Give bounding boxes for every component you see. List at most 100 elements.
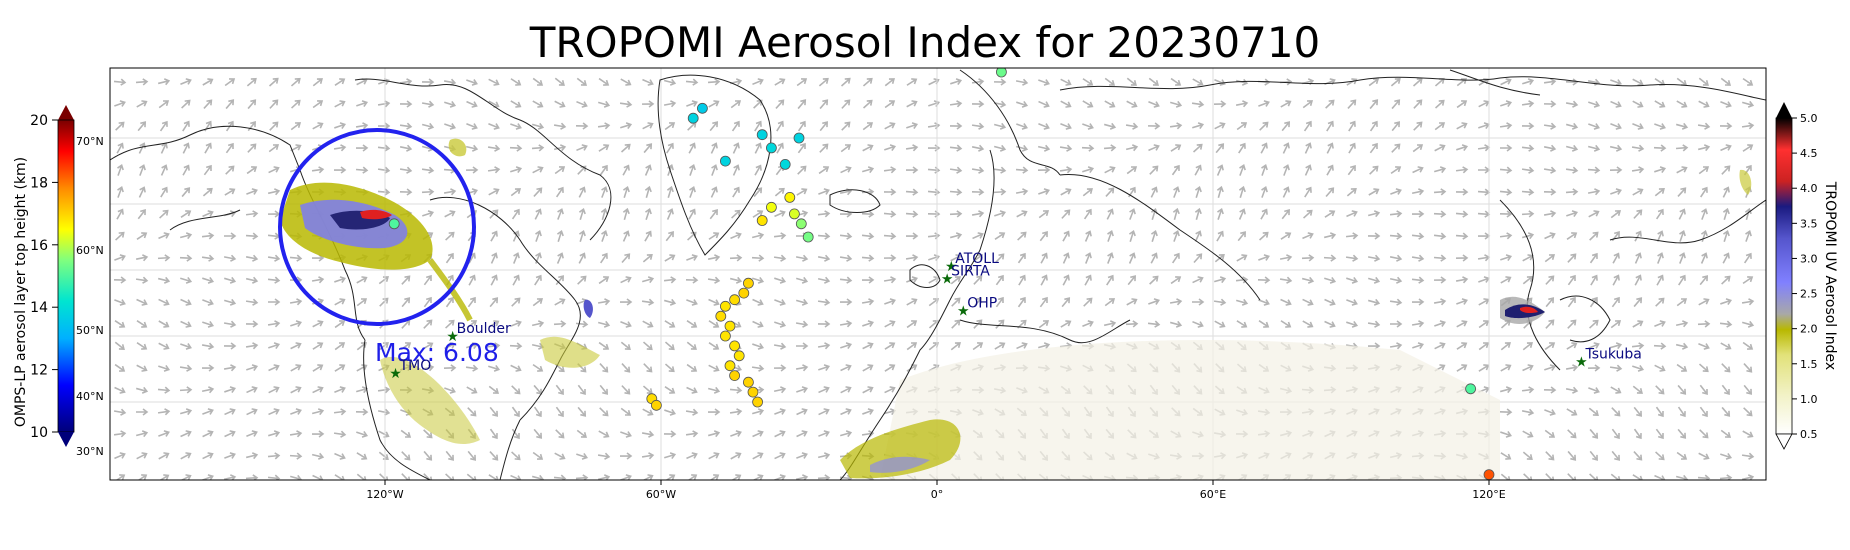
wind-arrow — [862, 364, 874, 372]
wind-arrow — [1346, 320, 1359, 328]
wind-arrow — [246, 188, 258, 195]
wind-arrow — [1654, 364, 1666, 372]
wind-arrow — [377, 386, 391, 394]
wind-arrow — [555, 275, 564, 286]
wind-arrow — [1499, 408, 1513, 416]
wind-arrow — [642, 78, 654, 86]
right-cb-tick-label: 1.0 — [1800, 393, 1818, 406]
wind-arrow — [1279, 254, 1293, 262]
wind-arrow — [312, 100, 324, 109]
wind-arrow — [642, 320, 654, 328]
wind-arrow — [1106, 208, 1114, 220]
wind-arrow — [356, 452, 368, 460]
coastlines — [110, 69, 1766, 480]
wind-arrow — [1389, 320, 1403, 328]
wind-arrow — [181, 187, 191, 198]
wind-arrow — [137, 121, 147, 132]
wind-arrow — [1345, 254, 1359, 262]
wind-arrow — [840, 408, 852, 416]
wind-arrow — [905, 188, 919, 196]
wind-arrow — [818, 166, 830, 175]
omps-point — [738, 287, 750, 299]
wind-arrow — [949, 232, 963, 240]
right-colorbar-extend-bottom — [1775, 433, 1793, 450]
wind-arrow — [1433, 276, 1447, 284]
wind-arrow — [334, 320, 346, 329]
aerosol-plume-canada — [280, 138, 473, 322]
wind-arrow — [795, 320, 809, 328]
wind-arrow — [1676, 166, 1688, 174]
wind-arrow — [114, 452, 126, 460]
omps-point — [1465, 383, 1476, 395]
wind-arrow — [555, 186, 564, 198]
wind-arrow — [861, 254, 875, 262]
wind-arrow — [1588, 100, 1601, 108]
station-label: Boulder — [457, 321, 511, 337]
wind-arrow — [1610, 342, 1623, 350]
wind-arrow — [664, 320, 676, 328]
wind-arrow — [817, 254, 831, 262]
wind-arrow — [1172, 207, 1180, 221]
wind-arrow — [753, 187, 763, 198]
wind-arrow — [1675, 122, 1689, 130]
wind-arrow — [1369, 120, 1378, 132]
wind-arrow — [862, 144, 874, 152]
omps-point — [793, 132, 805, 144]
wind-arrow — [796, 430, 808, 438]
wind-arrow — [664, 298, 677, 306]
wind-arrow — [1194, 185, 1202, 198]
wind-arrow — [1653, 144, 1667, 152]
max-annotation: Max: 6.08 — [375, 338, 499, 367]
wind-arrow — [1389, 342, 1403, 350]
wind-arrow — [1543, 166, 1557, 174]
wind-arrow — [1258, 299, 1270, 306]
wind-arrow — [1700, 229, 1708, 242]
wind-arrow — [465, 144, 479, 152]
wind-arrow — [334, 386, 346, 393]
wind-arrow — [597, 298, 611, 306]
wind-arrow — [1261, 164, 1268, 176]
wind-arrow — [223, 254, 237, 262]
wind-arrow — [290, 408, 302, 415]
wind-arrow — [136, 320, 148, 328]
wind-arrow — [600, 252, 608, 264]
wind-arrow — [729, 276, 743, 284]
wind-arrow — [1587, 144, 1601, 152]
wind-arrow — [951, 319, 961, 329]
wind-arrow — [356, 473, 367, 480]
wind-arrow — [1742, 320, 1755, 328]
wind-arrow — [556, 252, 564, 264]
wind-arrow — [598, 276, 610, 285]
wind-arrow — [817, 210, 831, 218]
wind-arrow — [489, 451, 499, 461]
wind-arrow — [1677, 384, 1687, 395]
wind-arrow — [1302, 320, 1314, 328]
wind-arrow — [113, 408, 127, 416]
wind-arrow — [1612, 252, 1620, 264]
wind-arrow — [356, 342, 367, 351]
wind-arrow — [620, 143, 631, 153]
wind-arrow — [1038, 100, 1050, 108]
wind-arrow — [1412, 342, 1425, 349]
right-cb-tick-label: 2.5 — [1800, 288, 1818, 301]
wind-arrow — [1634, 274, 1642, 286]
wind-arrow — [532, 451, 544, 460]
wind-arrow — [840, 77, 851, 87]
wind-arrow — [1324, 320, 1336, 328]
wind-arrow — [158, 100, 170, 109]
wind-arrow — [796, 298, 809, 306]
wind-arrow — [1434, 122, 1446, 131]
wind-arrow — [1634, 252, 1642, 264]
wind-arrow — [622, 207, 630, 220]
omps-point — [733, 350, 745, 362]
wind-arrow — [1258, 254, 1270, 261]
wind-arrow — [994, 210, 1007, 217]
lat-label: 60°N — [76, 244, 104, 257]
wind-arrow — [531, 144, 545, 152]
wind-arrow — [334, 122, 346, 129]
wind-arrow — [949, 166, 963, 174]
wind-arrow — [1346, 299, 1358, 306]
wind-arrow — [179, 386, 193, 394]
wind-arrow — [1038, 342, 1051, 350]
wind-arrow — [597, 320, 611, 328]
